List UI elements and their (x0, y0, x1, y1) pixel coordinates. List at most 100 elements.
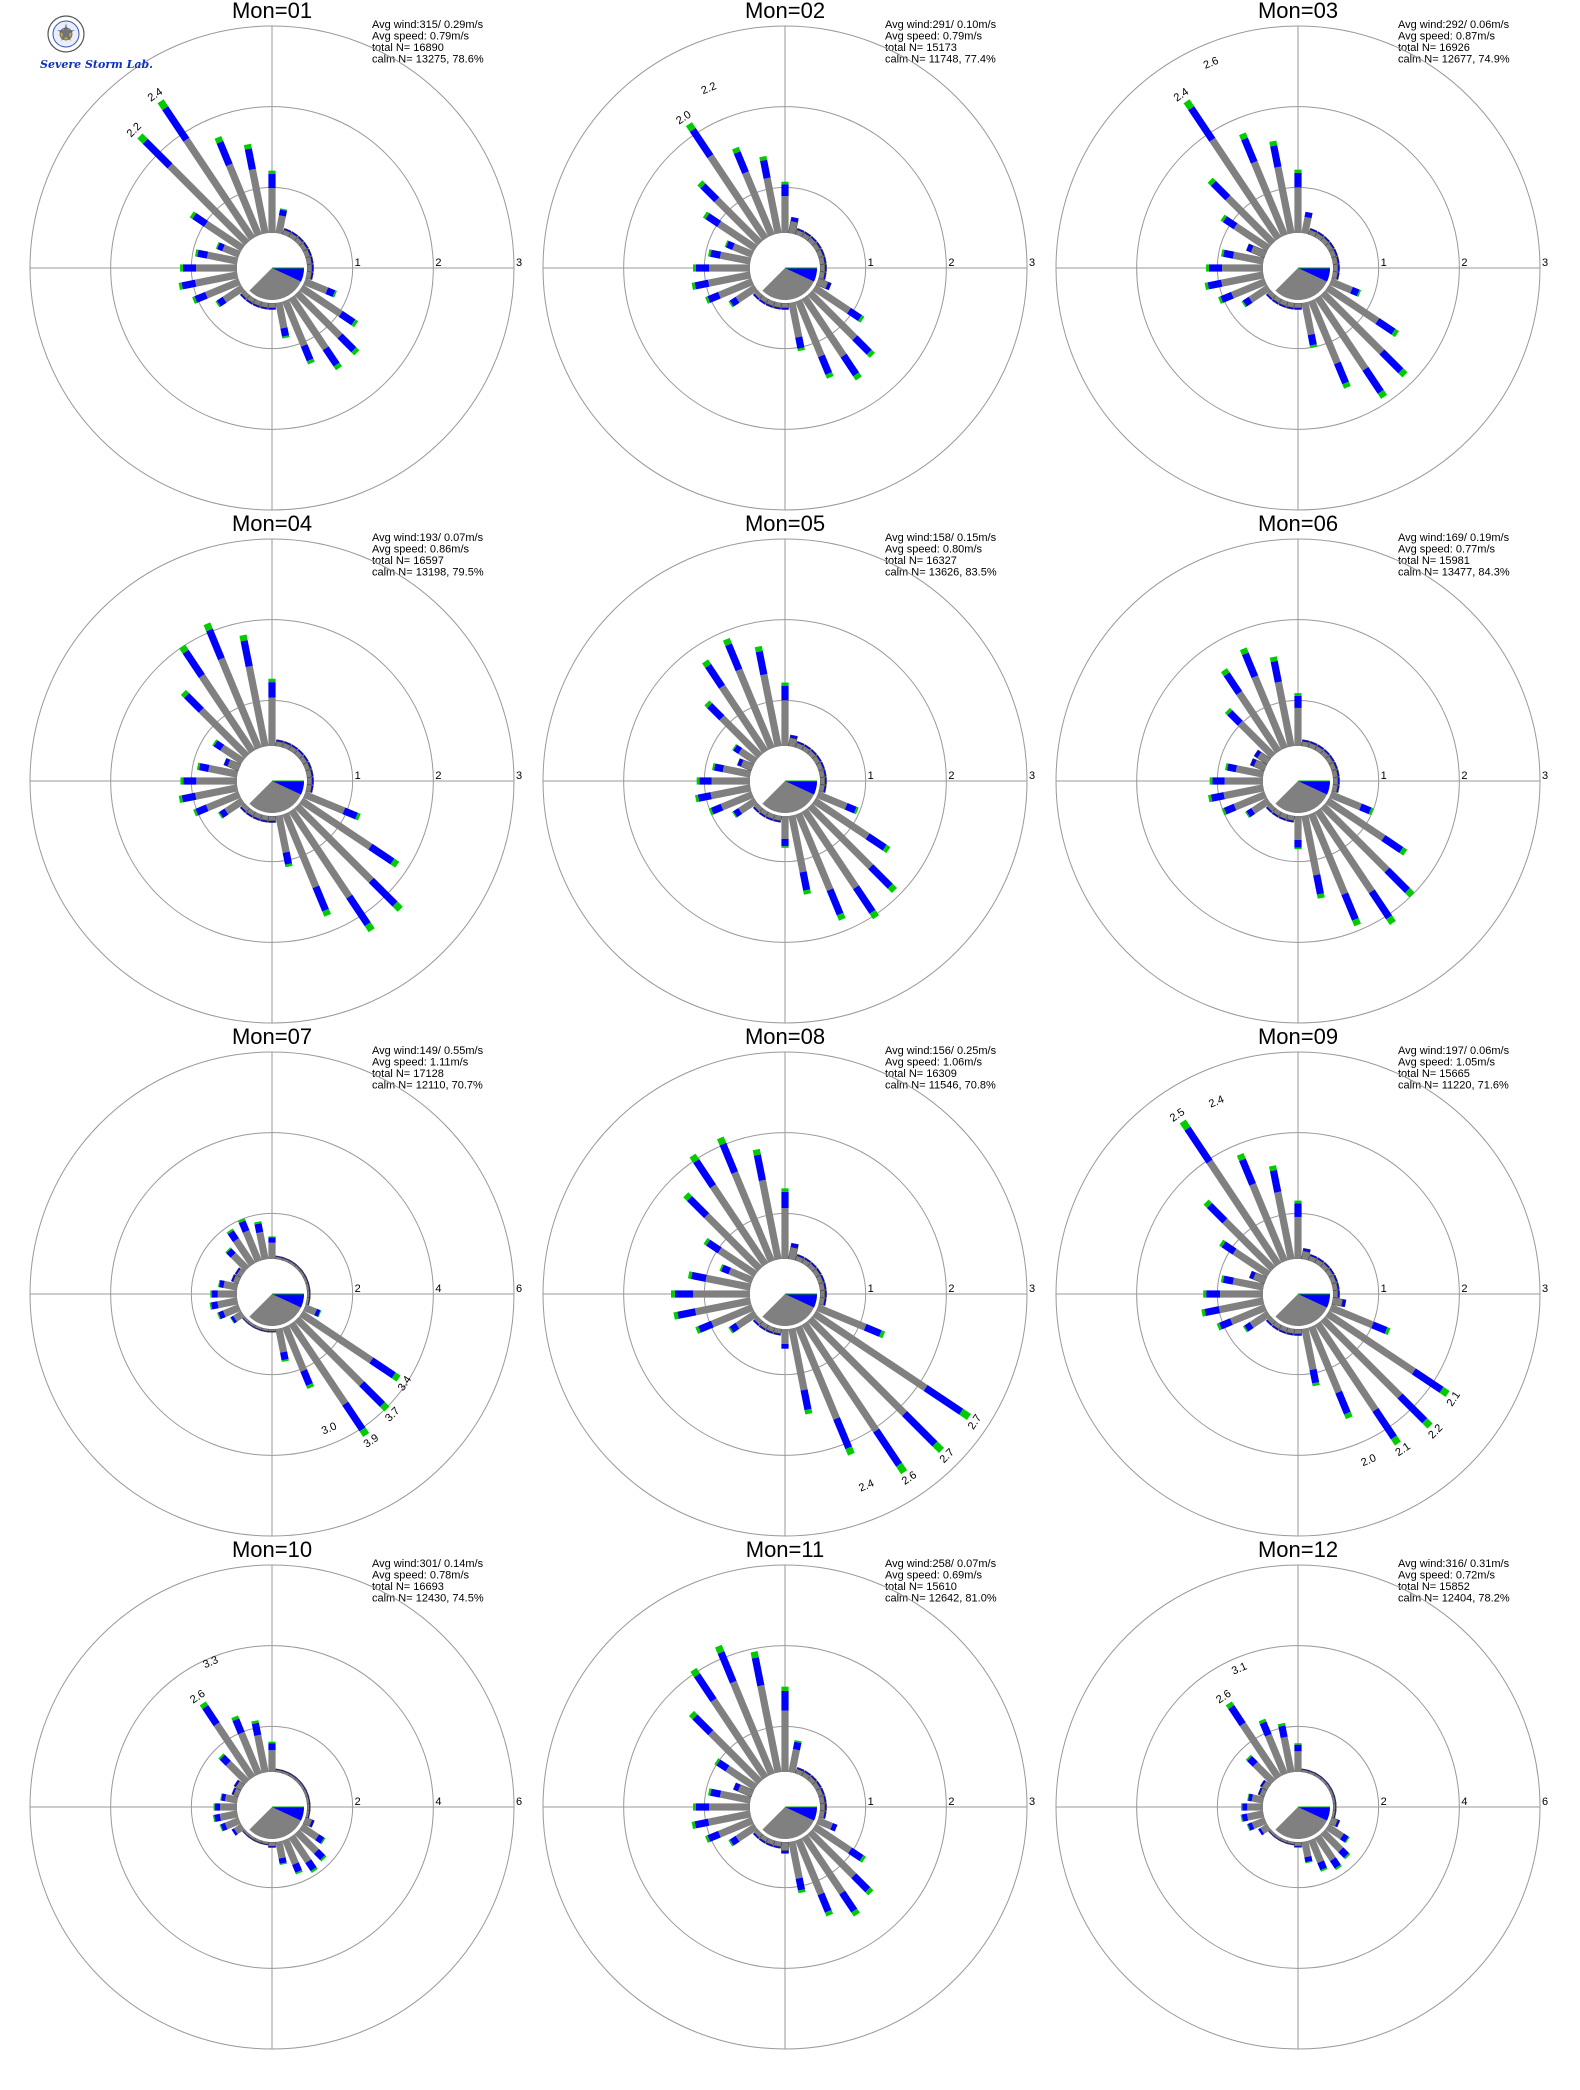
wind-bar-segment (1232, 1277, 1265, 1291)
wind-bar-segment (252, 816, 261, 822)
wind-bar-segment (825, 372, 834, 379)
wind-bar-segment (1222, 1275, 1234, 1285)
wind-bar-segment (716, 1759, 730, 1772)
wind-bar-segment (1246, 1810, 1265, 1821)
wind-bar-segment (208, 764, 239, 778)
wind-bar-segment (1246, 1823, 1251, 1831)
wind-bar-segment (230, 1252, 250, 1272)
wind-bar-segment (351, 319, 359, 328)
avg-wind-text: Avg wind:197/ 0.06m/s (1398, 1045, 1510, 1057)
wind-bar-segment (817, 1892, 832, 1913)
ring-label: 3 (1029, 257, 1035, 269)
wind-bar-segment (851, 1908, 860, 1917)
total-count-text: total N= 15981 (1398, 555, 1470, 567)
wind-bar-segment (1219, 1239, 1226, 1248)
wind-bar-segment (306, 358, 315, 365)
wind-bar-segment (253, 1839, 262, 1845)
wind-bar-segment (1286, 306, 1294, 310)
wind-bar-segment (256, 1231, 269, 1261)
wind-bar-segment (219, 1810, 239, 1821)
wind-bar-segment (702, 659, 712, 668)
wind-bar-segment (1241, 137, 1258, 164)
calm-count-text: calm N= 12642, 81.0% (885, 1593, 997, 1605)
wind-bar-segment (299, 1310, 374, 1364)
wind-bar-segment (194, 271, 239, 287)
wind-bar-segment (225, 1247, 232, 1254)
wind-bar-segment (735, 1310, 758, 1329)
wind-bar-segment (705, 296, 711, 304)
wind-bar-segment (275, 301, 288, 329)
wind-bar-segment (220, 1793, 223, 1801)
wind-bar-segment (708, 1730, 763, 1785)
wind-bar-segment (268, 1841, 276, 1847)
wind-bar-segment (758, 1324, 767, 1331)
wind-bar-segment (218, 1310, 226, 1320)
wind-bar-segment (820, 248, 826, 257)
wind-bar-segment (810, 748, 818, 756)
wind-bar-segment (1219, 1290, 1264, 1298)
wind-bar-segment (268, 1237, 276, 1243)
wind-bar-segment (1359, 803, 1372, 815)
wind-bar-segment (825, 281, 832, 291)
ring-label: 3 (1029, 1283, 1035, 1295)
wind-bar-segment (253, 1326, 262, 1332)
ring-label: 1 (355, 257, 361, 269)
wind-bar-segment (694, 279, 710, 290)
wind-bar-segment (1328, 241, 1335, 250)
panel-title: Mon=07 (232, 1024, 312, 1049)
wind-bar-segment (224, 797, 245, 815)
wind-bar-segment (1249, 758, 1257, 767)
wind-bar-segment (212, 739, 218, 747)
wind-bar-segment (694, 1818, 710, 1829)
wind-bar-segment (796, 1253, 805, 1259)
wind-bar-segment (788, 301, 803, 338)
ring-label: 1 (355, 770, 361, 782)
wind-bar-segment (281, 1358, 289, 1363)
wind-bar-segment (1309, 1368, 1320, 1384)
wind-bar-segment (1339, 1833, 1349, 1843)
avg-wind-text: Avg wind:291/ 0.10m/s (885, 19, 997, 31)
wind-bar-segment (765, 1329, 774, 1335)
wind-bar-segment (781, 846, 789, 848)
wind-bar-segment (1371, 1321, 1388, 1334)
wind-bar-segment (1337, 1290, 1340, 1298)
wind-bar-segment (216, 242, 225, 252)
wind-bar-segment (1239, 647, 1249, 656)
wind-bar-segment (1183, 99, 1195, 111)
avg-wind-text: Avg wind:158/ 0.15m/s (885, 532, 997, 544)
logo-text: Severe Storm Lab. (40, 58, 153, 71)
wind-bar-segment (1222, 216, 1238, 230)
wind-bar-segment (836, 912, 846, 921)
wind-bar-segment (260, 819, 268, 823)
wind-bar-segment (731, 1171, 775, 1264)
panel-title: Mon=10 (232, 1537, 312, 1562)
wind-bar-segment (1325, 1310, 1416, 1375)
calm-count-text: calm N= 11220, 71.6% (1398, 1080, 1509, 1092)
wind-bar-segment (1251, 1794, 1265, 1804)
wind-bar-segment (214, 1803, 221, 1811)
wind-bar-segment (1269, 1169, 1282, 1193)
wind-bar-segment (732, 1782, 741, 1792)
wind-bar-segment (226, 1228, 234, 1235)
wind-bar-segment (695, 1326, 701, 1334)
wind-bar-segment (879, 1330, 886, 1339)
wind-bar-segment (1332, 777, 1339, 785)
mean-wind-sector (1298, 1807, 1330, 1821)
wind-bar-segment (807, 1316, 908, 1417)
wind-bar-segment (733, 151, 749, 174)
wind-bar-segment (1251, 1817, 1268, 1829)
wind-bar-segment (254, 1221, 262, 1225)
avg-speed-text: Avg speed: 0.87m/s (1398, 31, 1496, 43)
calm-count-text: calm N= 12110, 70.7% (372, 1080, 483, 1092)
wind-bar-segment (1391, 328, 1399, 338)
wind-bar-segment (182, 264, 197, 272)
wind-bar-segment (1232, 1248, 1271, 1278)
wind-bar-segment (792, 1741, 802, 1751)
wind-bar-segment (309, 1290, 311, 1298)
wind-bar-segment (751, 1657, 765, 1687)
wind-bar-segment (752, 1319, 760, 1327)
wind-bar-segment (310, 272, 314, 280)
wind-bar-segment (198, 707, 250, 759)
